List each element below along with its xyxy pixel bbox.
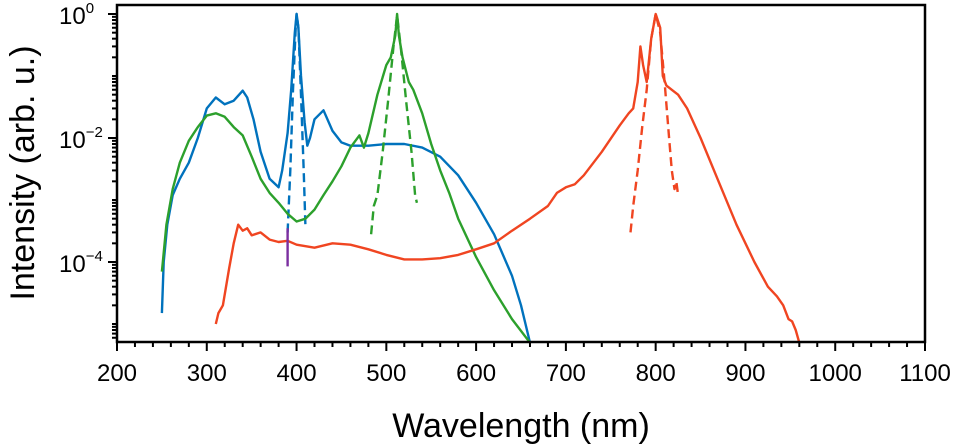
y-tick-label: 10−2 (59, 124, 103, 154)
x-tick-label: 300 (187, 360, 227, 387)
y-tick-label: 10−4 (59, 248, 103, 278)
x-axis: 200 300 400 500 600 700 800 900 1000 1100 (97, 342, 951, 387)
series-red-dashed (629, 12, 680, 233)
series-green-dashed (369, 14, 419, 235)
curves-group (160, 12, 801, 342)
x-tick-label: 800 (636, 360, 676, 387)
series-red-solid (214, 12, 801, 342)
series-green-solid (160, 12, 531, 342)
series-blue-dashed (286, 12, 307, 233)
plot-frame (115, 3, 927, 344)
plot-border (115, 3, 927, 344)
x-tick-label: 1100 (899, 360, 951, 387)
y-axis: 10−4 10−2 100 (59, 0, 117, 339)
x-tick-label: 500 (366, 360, 406, 387)
x-tick-label: 900 (725, 360, 765, 387)
y-tick-label: 100 (59, 0, 94, 30)
x-tick-label: 600 (456, 360, 496, 387)
x-tick-label: 200 (97, 360, 137, 387)
x-tick-label: 1000 (809, 360, 862, 387)
series-blue-solid (160, 12, 532, 342)
x-tick-label: 400 (277, 360, 317, 387)
x-tick-label: 700 (546, 360, 586, 387)
y-axis-label: Intensity (arb. u.) (4, 45, 42, 300)
x-axis-label: Wavelength (nm) (392, 407, 650, 445)
